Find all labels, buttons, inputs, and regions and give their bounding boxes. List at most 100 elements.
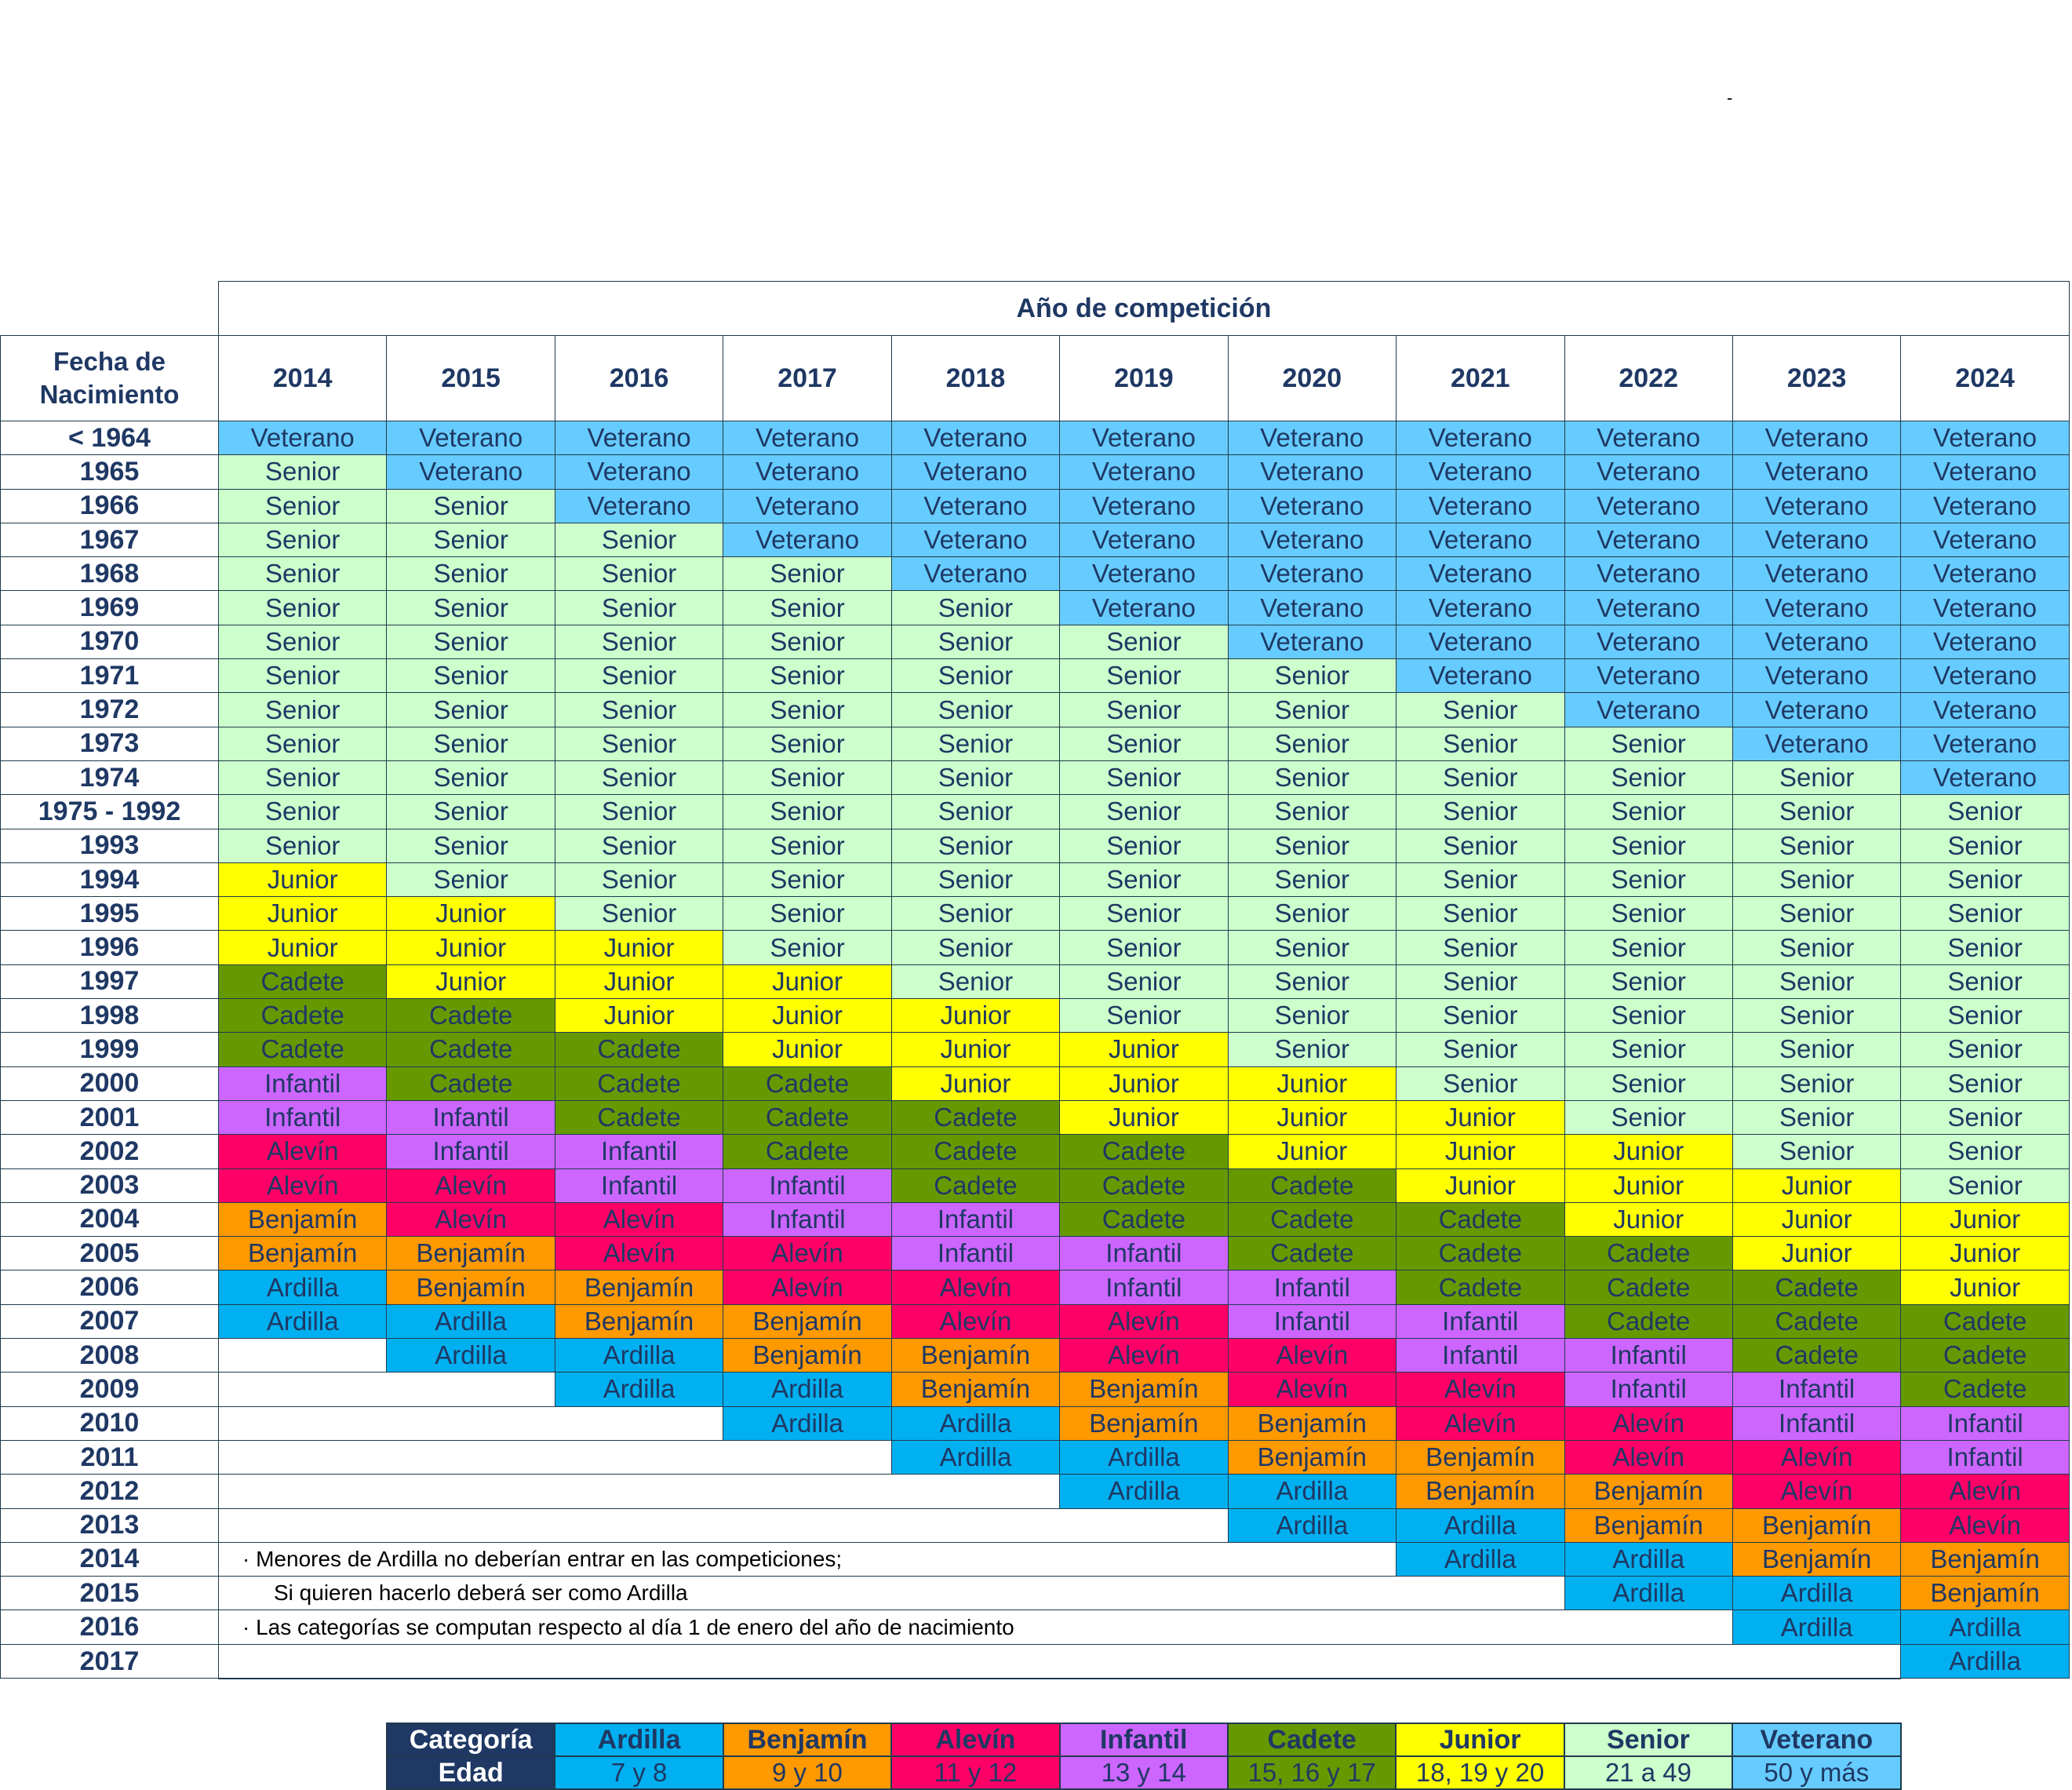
- stray-dash-mark: -: [1727, 88, 1733, 108]
- category-cell: Senior: [723, 726, 892, 761]
- category-cell: Junior: [1732, 1236, 1902, 1271]
- category-cell: Veterano: [1396, 522, 1565, 558]
- category-cell: Senior: [1059, 862, 1229, 898]
- category-cell: Ardilla: [1396, 1541, 1565, 1577]
- birth-year-label: 1967: [0, 522, 219, 558]
- legend-age-1: 7 y 8: [554, 1755, 724, 1790]
- category-cell: Senior: [1227, 862, 1397, 898]
- competition-year-title: Año de competición: [218, 281, 2070, 336]
- category-cell: Senior: [723, 896, 892, 931]
- category-cell: Veterano: [1227, 556, 1397, 592]
- category-cell: Alevín: [1396, 1405, 1565, 1441]
- category-cell: Infantil: [386, 1134, 555, 1169]
- category-cell: Veterano: [1732, 658, 1902, 694]
- category-cell: Alevín: [217, 1134, 388, 1169]
- category-cell: Veterano: [217, 420, 388, 456]
- table-row: 2013 Ardilla Ardilla Benjamín Benjamín Alevín: [0, 1507, 2070, 1543]
- category-cell: Infantil: [386, 1099, 555, 1136]
- birth-year-label: 1969: [0, 590, 219, 625]
- birth-year-label: 1994: [0, 862, 219, 898]
- table-row: 2001 Infantil Infantil Cadete Cadete Cadete Ju…: [0, 1099, 2070, 1136]
- category-cell: Ardilla: [217, 1303, 388, 1340]
- category-cell: Senior: [217, 624, 388, 660]
- category-cell: Veterano: [1900, 692, 2070, 727]
- birth-year-label: 2017: [0, 1643, 219, 1679]
- table-row: 1967 Senior Senior Senior Veterano Veterano Ve…: [0, 522, 2070, 558]
- category-cell: Senior: [1732, 930, 1902, 965]
- birth-year-label: 2004: [0, 1201, 219, 1238]
- birth-year-label: 1966: [0, 488, 219, 523]
- category-cell: Senior: [1227, 658, 1397, 694]
- category-cell: Veterano: [723, 522, 892, 558]
- birth-year-label: 2002: [0, 1134, 219, 1169]
- category-cell: Junior: [1059, 1099, 1229, 1136]
- birth-year-label: 2007: [0, 1303, 219, 1340]
- legend-category-7: Senior: [1563, 1723, 1734, 1757]
- category-cell: Infantil: [1564, 1338, 1733, 1373]
- legend-age-7: 21 a 49: [1563, 1755, 1734, 1790]
- legend-age-2: 9 y 10: [722, 1755, 893, 1790]
- category-cell: Cadete: [554, 1032, 724, 1067]
- category-cell: Ardilla: [386, 1303, 555, 1340]
- year-header-2017: 2017: [723, 335, 892, 421]
- category-cell: Ardilla: [1900, 1610, 2070, 1645]
- category-cell: Cadete: [1564, 1270, 1733, 1305]
- legend-table: Categoría Ardilla Benjamín Alevín Infantil C…: [385, 1723, 1902, 1790]
- category-cell: Veterano: [1900, 624, 2070, 660]
- category-cell: Senior: [723, 930, 892, 965]
- category-cell: Senior: [554, 794, 724, 829]
- birth-year-label: 1973: [0, 726, 219, 761]
- category-cell: Alevín: [217, 1168, 388, 1203]
- category-cell: Senior: [1059, 624, 1229, 660]
- category-cell: Benjamín: [386, 1270, 555, 1305]
- category-cell: Junior: [890, 998, 1061, 1034]
- category-cell: Senior: [386, 692, 555, 727]
- legend-category-8: Veterano: [1732, 1723, 1902, 1757]
- category-cell: Senior: [890, 590, 1061, 625]
- category-cell: Senior: [1900, 964, 2070, 1000]
- birth-year-label: 2010: [0, 1405, 219, 1441]
- category-cell: Senior: [890, 930, 1061, 965]
- category-cell: Alevín: [386, 1168, 555, 1203]
- category-cell: Senior: [723, 556, 892, 592]
- category-cell: Senior: [1059, 726, 1229, 761]
- category-cell: Senior: [723, 658, 892, 694]
- legend-age-4: 13 y 14: [1058, 1755, 1229, 1790]
- category-cell: Senior: [554, 828, 724, 863]
- category-cell: Senior: [1564, 1066, 1733, 1101]
- category-cell: Alevín: [723, 1270, 892, 1305]
- category-cell: Cadete: [217, 998, 388, 1034]
- category-cell: Benjamín: [1732, 1541, 1902, 1577]
- category-cell: Veterano: [890, 522, 1061, 558]
- category-cell: Benjamín: [386, 1236, 555, 1271]
- category-cell: Benjamín: [554, 1270, 724, 1305]
- category-cell: Alevín: [1059, 1303, 1229, 1340]
- category-cell: Veterano: [1564, 488, 1733, 523]
- empty-area: [217, 1474, 1060, 1508]
- category-cell: Senior: [1900, 1066, 2070, 1101]
- table-row: 1968 Senior Senior Senior Senior Veterano Vete…: [0, 556, 2070, 592]
- category-cell: Cadete: [1396, 1270, 1565, 1305]
- category-cell: Junior: [554, 998, 724, 1034]
- category-cell: Senior: [890, 726, 1061, 761]
- category-cell: Junior: [1732, 1168, 1902, 1203]
- category-cell: Senior: [386, 828, 555, 863]
- category-cell: Senior: [1732, 862, 1902, 898]
- category-cell: Senior: [890, 794, 1061, 829]
- birth-year-label: 2013: [0, 1507, 219, 1543]
- category-cell: Senior: [554, 862, 724, 898]
- category-cell: Infantil: [890, 1236, 1061, 1271]
- category-cell: Junior: [217, 862, 388, 898]
- category-cell: Cadete: [554, 1066, 724, 1101]
- category-cell: Benjamín: [1227, 1405, 1397, 1441]
- table-row: 1997 Cadete Junior Junior Junior Senior Senior…: [0, 964, 2070, 1000]
- category-cell: Cadete: [1900, 1303, 2070, 1340]
- empty-area: [217, 1405, 723, 1441]
- category-cell: Cadete: [1900, 1338, 2070, 1373]
- category-cell: Benjamín: [1900, 1541, 2070, 1577]
- table-row: 2004 Benjamín Alevín Alevín Infantil Infantil…: [0, 1201, 2070, 1238]
- category-cell: Alevín: [1732, 1474, 1902, 1509]
- empty-area: [218, 1372, 555, 1407]
- category-cell: Senior: [723, 828, 892, 863]
- category-cell: Ardilla: [1900, 1643, 2070, 1679]
